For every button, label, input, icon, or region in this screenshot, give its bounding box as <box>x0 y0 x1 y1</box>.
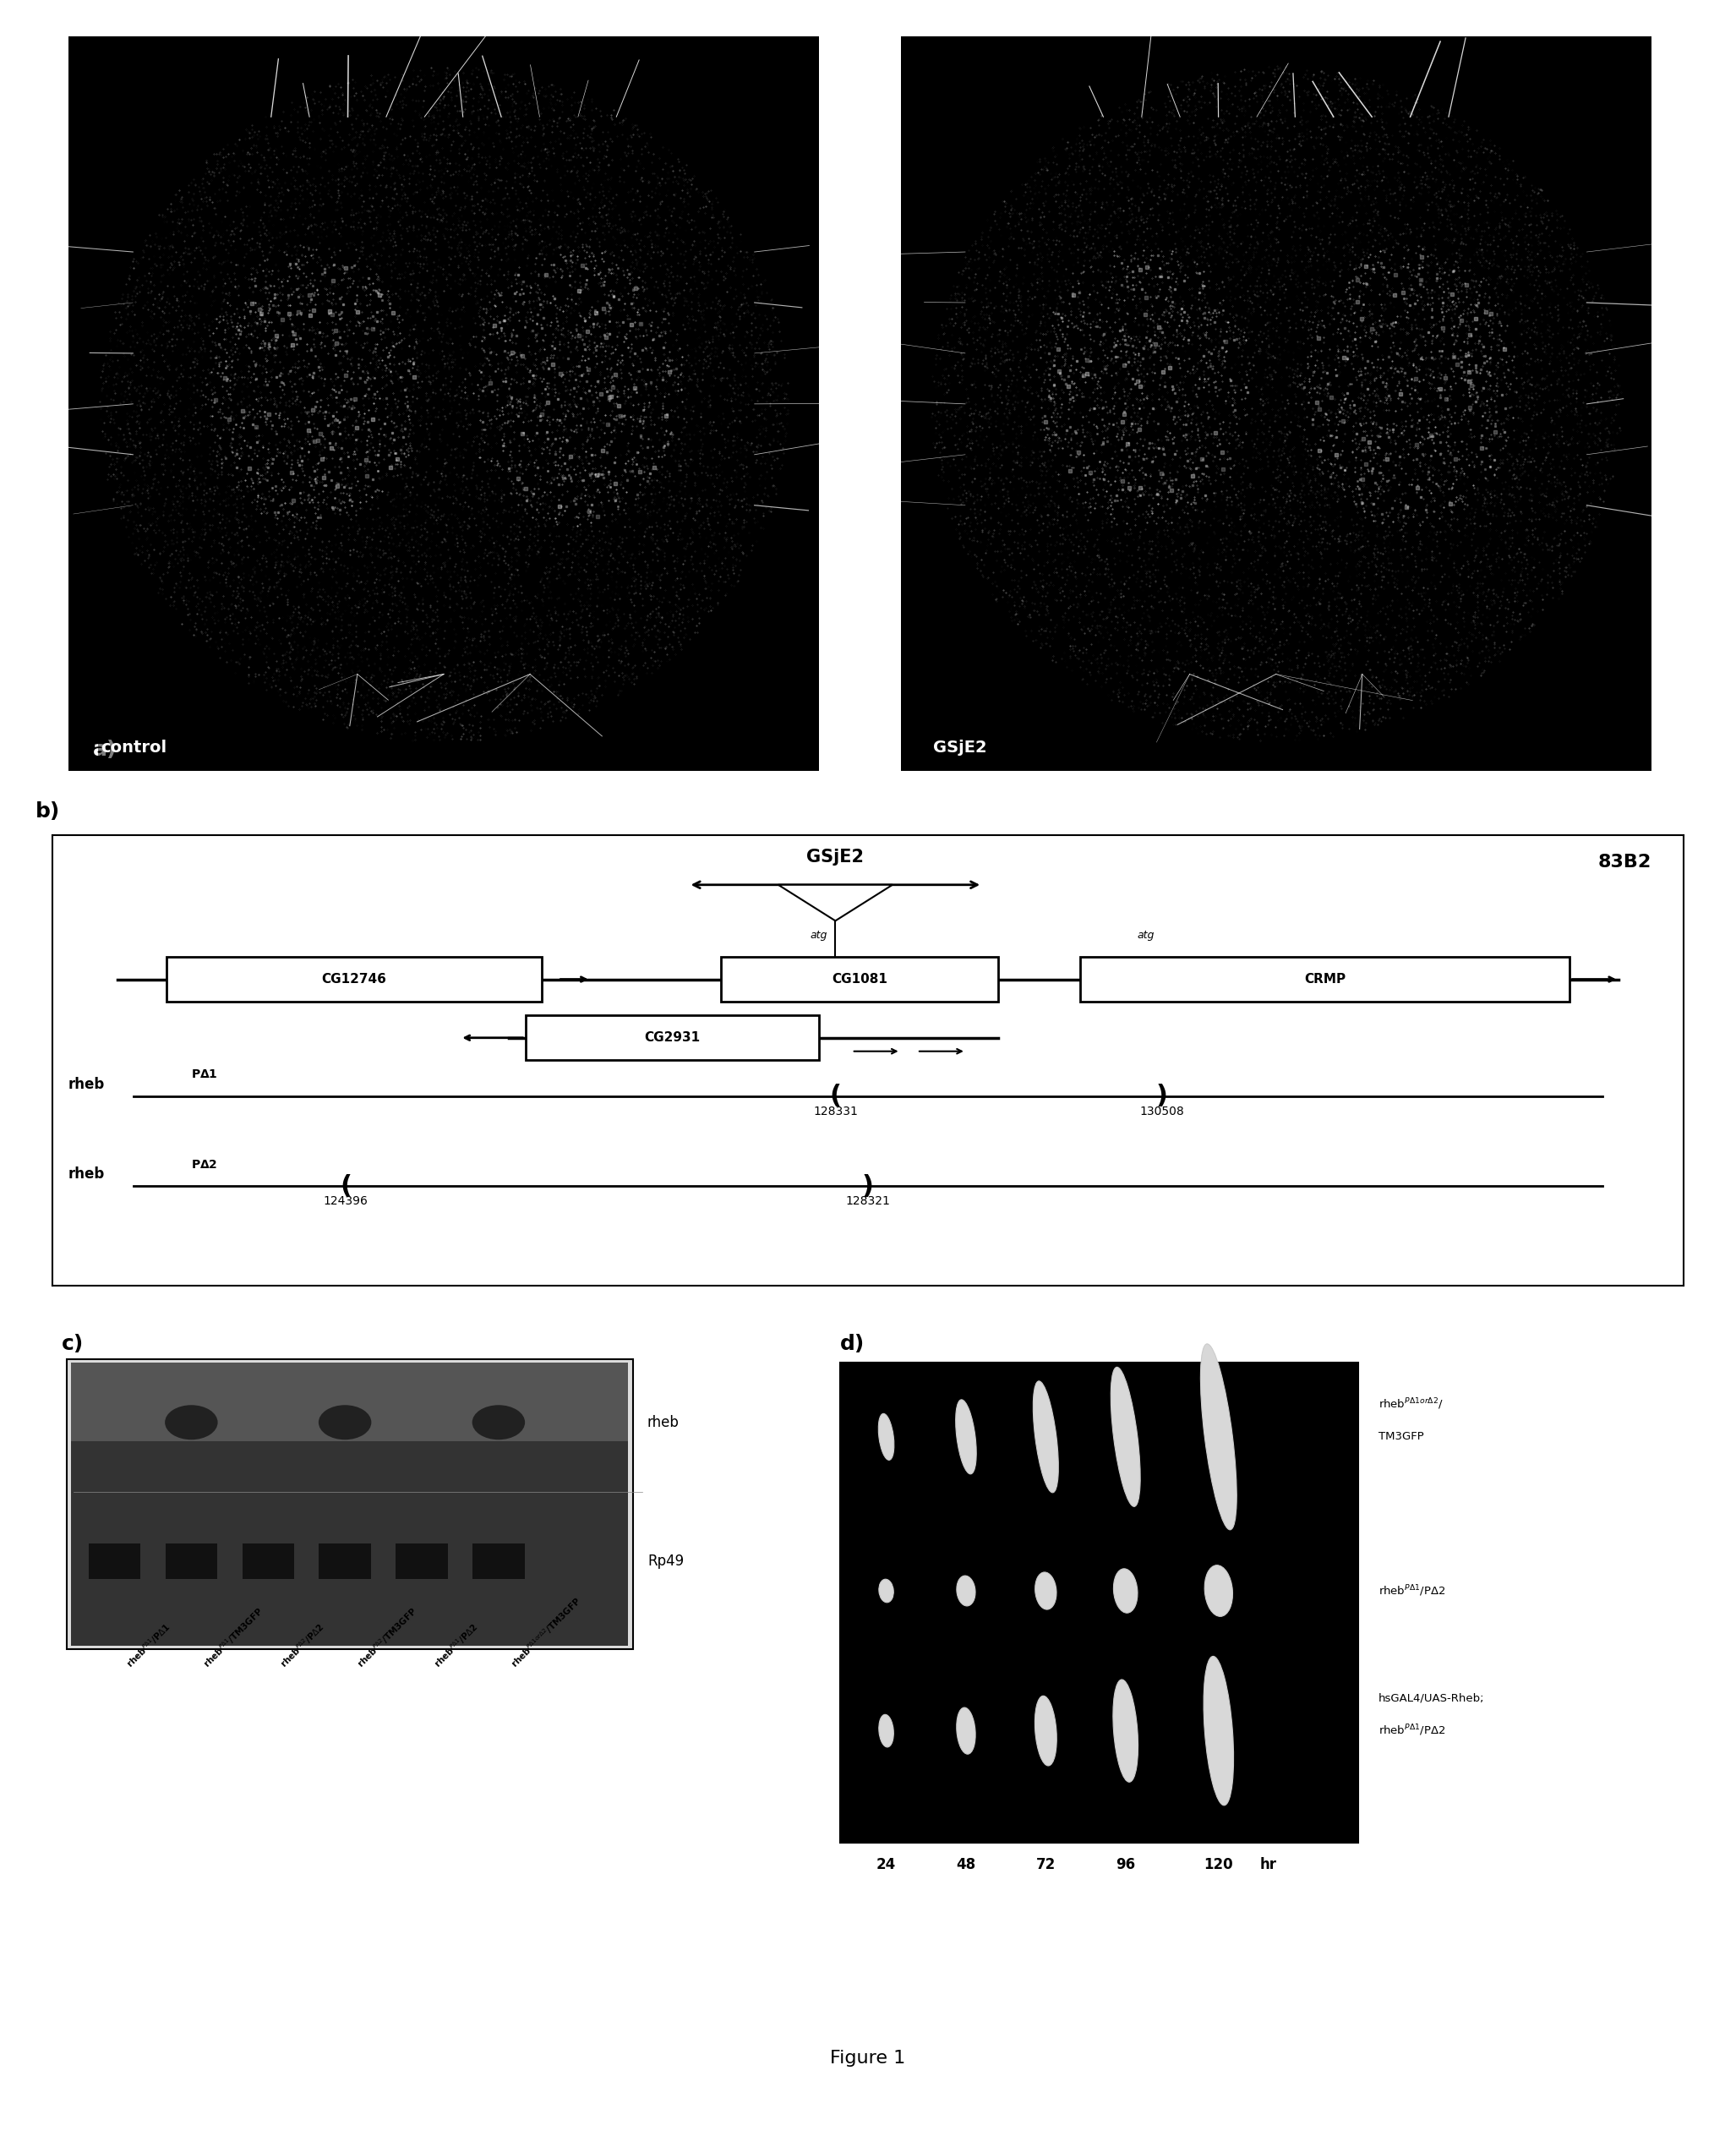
Bar <box>167 958 542 1003</box>
Text: rheb$^{P\Delta1}$/P$\Delta$2: rheb$^{P\Delta1}$/P$\Delta$2 <box>1378 1724 1444 1739</box>
Text: rheb$^{P\Delta1}$/P$\Delta$2: rheb$^{P\Delta1}$/P$\Delta$2 <box>1378 1582 1444 1597</box>
Text: 128331: 128331 <box>812 1106 858 1116</box>
Ellipse shape <box>1035 1572 1057 1610</box>
Ellipse shape <box>955 1400 976 1475</box>
Text: 48: 48 <box>957 1857 976 1872</box>
Text: (: ( <box>830 1084 842 1108</box>
Bar <box>243 1544 293 1578</box>
Text: rheb$^{P\Delta2}$/P$\Delta$2: rheb$^{P\Delta2}$/P$\Delta$2 <box>278 1621 328 1670</box>
Bar <box>66 1359 634 1649</box>
Ellipse shape <box>1035 1696 1057 1765</box>
Bar <box>840 1361 1358 1842</box>
Text: 128321: 128321 <box>845 1196 891 1207</box>
Text: 120: 120 <box>1205 1857 1233 1872</box>
Text: b): b) <box>36 801 61 822</box>
Text: ): ) <box>1156 1084 1168 1108</box>
Text: atg: atg <box>1137 930 1154 940</box>
Text: Figure 1: Figure 1 <box>830 2050 906 2068</box>
Bar <box>396 1544 448 1578</box>
Text: $\mathbf{P\Delta2}$: $\mathbf{P\Delta2}$ <box>191 1159 217 1170</box>
Text: CG2931: CG2931 <box>644 1031 700 1043</box>
Ellipse shape <box>1113 1679 1139 1782</box>
Bar <box>720 958 998 1003</box>
Text: atg: atg <box>811 930 828 940</box>
Bar <box>472 1544 524 1578</box>
Text: GSjE2: GSjE2 <box>807 848 865 865</box>
Text: CRMP: CRMP <box>1304 973 1345 985</box>
Text: control: control <box>101 741 167 756</box>
Text: rheb: rheb <box>68 1076 104 1093</box>
Ellipse shape <box>878 1413 894 1460</box>
Ellipse shape <box>1205 1565 1233 1617</box>
Bar <box>71 1363 628 1647</box>
Polygon shape <box>778 885 892 921</box>
Text: rheb$^{P\Delta1or\Delta2}$/TM3GFP: rheb$^{P\Delta1or\Delta2}$/TM3GFP <box>509 1595 583 1670</box>
Text: 83B2: 83B2 <box>1597 852 1651 870</box>
Text: ): ) <box>863 1174 873 1198</box>
Text: rheb: rheb <box>68 1166 104 1181</box>
Ellipse shape <box>957 1707 976 1754</box>
Text: CG12746: CG12746 <box>321 973 387 985</box>
Text: $\mathbf{P\Delta1}$: $\mathbf{P\Delta1}$ <box>191 1069 217 1080</box>
Text: 96: 96 <box>1116 1857 1135 1872</box>
Ellipse shape <box>472 1404 524 1441</box>
Bar <box>165 1544 217 1578</box>
Ellipse shape <box>878 1715 894 1748</box>
Text: hr: hr <box>1260 1857 1278 1872</box>
Text: rheb$^{P\Delta1or\Delta2}$/: rheb$^{P\Delta1or\Delta2}$/ <box>1378 1398 1443 1411</box>
Text: d): d) <box>840 1333 865 1355</box>
Ellipse shape <box>878 1580 894 1602</box>
Bar <box>71 1363 628 1441</box>
Ellipse shape <box>1201 1344 1236 1531</box>
Text: 72: 72 <box>1036 1857 1055 1872</box>
Ellipse shape <box>957 1576 976 1606</box>
Text: rheb$^{P\Delta1}$/P$\Delta$1: rheb$^{P\Delta1}$/P$\Delta$1 <box>123 1621 174 1670</box>
Ellipse shape <box>1203 1655 1234 1806</box>
Text: TM3GFP: TM3GFP <box>1378 1432 1424 1443</box>
Text: rheb: rheb <box>648 1415 679 1430</box>
Ellipse shape <box>1111 1368 1141 1507</box>
Text: Rp49: Rp49 <box>648 1552 684 1569</box>
Bar <box>89 1544 141 1578</box>
Bar <box>319 1544 372 1578</box>
Text: rheb$^{P\Delta1}$/P$\Delta$2: rheb$^{P\Delta1}$/P$\Delta$2 <box>431 1621 481 1670</box>
Text: rheb$^{P\Delta1}$/TM3GFP: rheb$^{P\Delta1}$/TM3GFP <box>201 1606 266 1670</box>
Bar <box>901 36 1651 771</box>
Ellipse shape <box>165 1404 217 1441</box>
Text: rheb$^{P\Delta2}$/TM3GFP: rheb$^{P\Delta2}$/TM3GFP <box>354 1606 420 1670</box>
Text: hsGAL4/UAS-Rheb;: hsGAL4/UAS-Rheb; <box>1378 1692 1484 1703</box>
Text: c): c) <box>62 1333 83 1355</box>
Ellipse shape <box>1113 1569 1137 1612</box>
Ellipse shape <box>318 1404 372 1441</box>
Bar <box>68 36 819 771</box>
Bar <box>526 1016 819 1061</box>
Text: 24: 24 <box>877 1857 896 1872</box>
Bar <box>1080 958 1569 1003</box>
Text: (: ( <box>340 1174 352 1198</box>
Text: GSjE2: GSjE2 <box>934 741 988 756</box>
Text: 124396: 124396 <box>323 1196 368 1207</box>
Text: 130508: 130508 <box>1139 1106 1184 1116</box>
Ellipse shape <box>1033 1381 1059 1492</box>
Text: CG1081: CG1081 <box>832 973 887 985</box>
Text: a): a) <box>94 739 116 760</box>
